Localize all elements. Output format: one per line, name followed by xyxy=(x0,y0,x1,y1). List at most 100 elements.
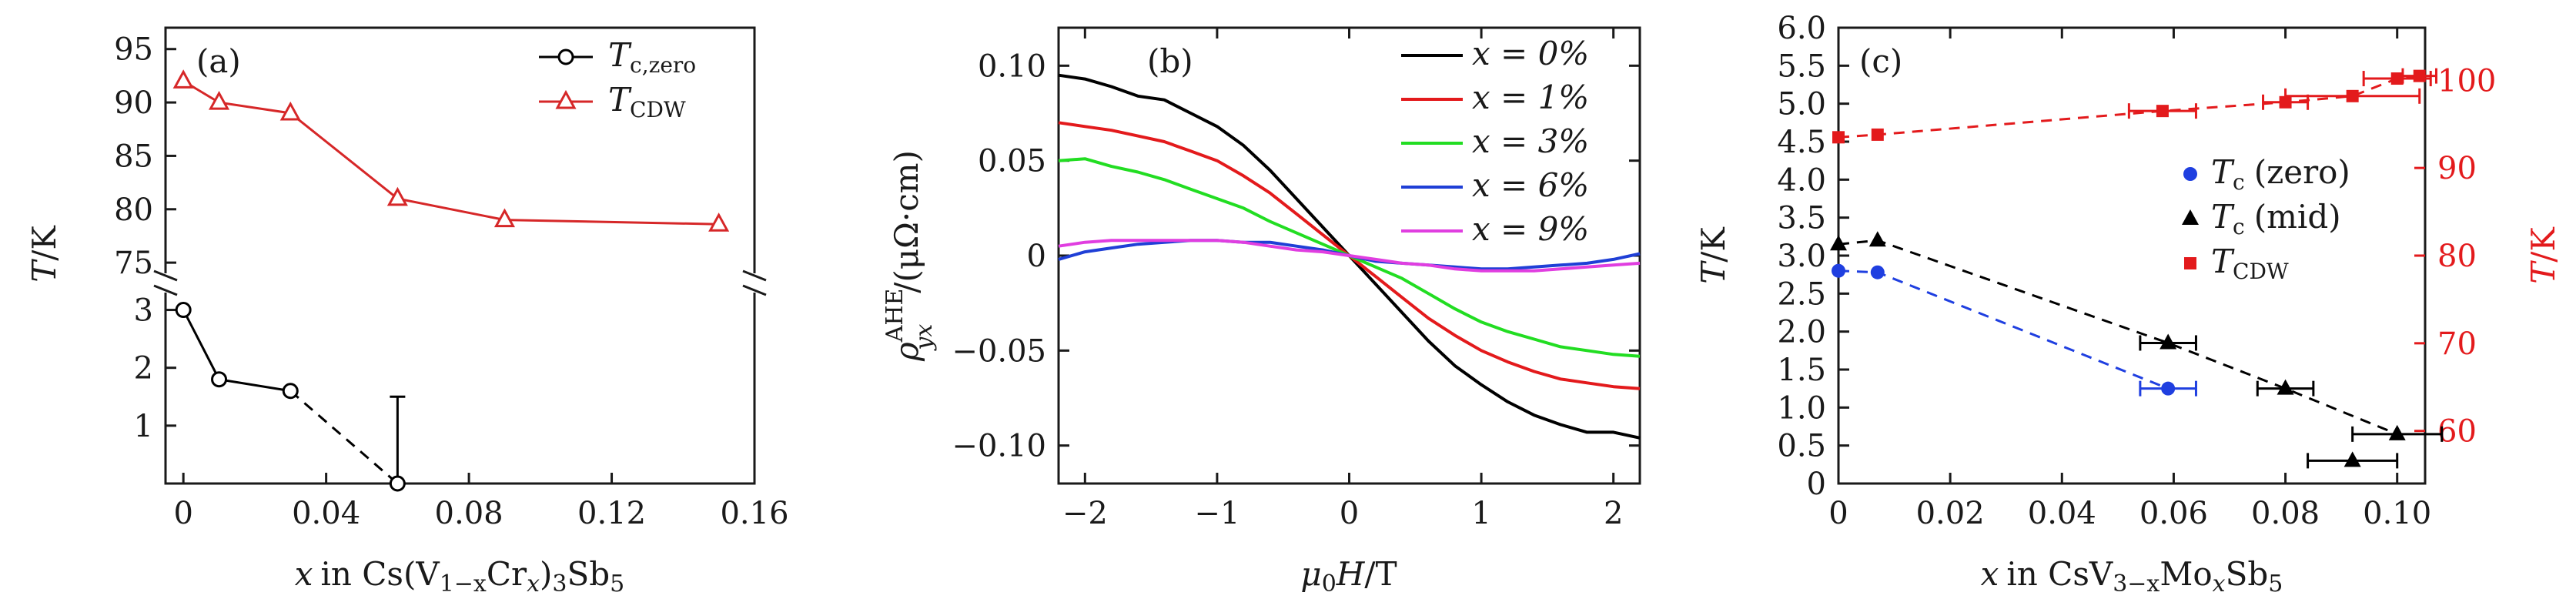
panel-a-point xyxy=(282,383,299,400)
panel-c-ytick-left-label: 3.0 xyxy=(1777,239,1826,274)
panel-a-ticks: 0 0.04 0.08 0.12 0.16 75 80 85 90 95 1 2 3 xyxy=(114,32,788,531)
panel-c-point xyxy=(2279,95,2292,109)
panel-a-legend-marker xyxy=(555,89,577,109)
panel-b-ytick-label: 0 xyxy=(1027,239,1046,274)
panel-a-point xyxy=(389,475,406,492)
panel-c-xtick-label: 0.10 xyxy=(2363,496,2431,531)
panel-b-xtick-label: 1 xyxy=(1471,496,1490,531)
panel-a-label: (a) xyxy=(196,42,241,80)
panel-c-xtick-label: 0.06 xyxy=(2139,496,2208,531)
panel-c-point xyxy=(1832,263,1845,278)
panel-c-xtick-label: 0.04 xyxy=(2028,496,2096,531)
panel-b-ticks: −2 −1 0 1 2 −0.10 −0.05 0 0.05 0.10 xyxy=(952,28,1640,531)
panel-c-ytick-left-label: 6.0 xyxy=(1777,11,1826,46)
panel-c-legend-marker xyxy=(2183,167,2197,181)
panel-a-frame-upper xyxy=(164,26,756,273)
panel-b-legend-label: x = 9% xyxy=(1472,210,1589,248)
panel-c-ytick-left-label: 5.5 xyxy=(1777,49,1826,84)
panel-c-label: (c) xyxy=(1859,42,1902,80)
panel-a-xlabel: x in Cs(V1−xCrx)3Sb5 xyxy=(295,555,624,597)
panel-a-axis-break xyxy=(153,269,767,296)
panel-c-point xyxy=(2346,89,2359,102)
panel-a-xtick-label: 0.16 xyxy=(720,496,788,531)
panel-a: 0 0.04 0.08 0.12 0.16 75 80 85 90 95 1 2 3 (a) Tc,ze… xyxy=(25,26,789,597)
panel-c-ytick-left-label: 2.5 xyxy=(1777,276,1826,312)
panel-c-point xyxy=(2159,333,2177,350)
panel-b-legend-label: x = 6% xyxy=(1472,166,1589,204)
panel-c-ylabel-left: T/K xyxy=(1694,226,1732,284)
panel-a-xtick-label: 0.08 xyxy=(435,496,503,531)
panel-c-ytick-left-label: 0.5 xyxy=(1777,429,1826,464)
panel-c-point xyxy=(2390,72,2404,85)
panel-a-legend-label: TCDW xyxy=(608,81,686,122)
panel-a-point xyxy=(279,101,301,121)
panel-c-series xyxy=(1830,68,2444,469)
panel-a-series xyxy=(172,69,730,492)
panel-a-line-dashed xyxy=(289,390,399,485)
panel-a-ytick-label: 2 xyxy=(134,351,153,387)
panel-a-ytick-label: 75 xyxy=(114,246,153,281)
panel-c-xtick-label: 0.02 xyxy=(1916,496,1985,531)
panel-b-xtick-label: −2 xyxy=(1062,496,1108,531)
panel-b-label: (b) xyxy=(1147,42,1193,80)
panel-a-frame-lower xyxy=(164,293,756,485)
panel-c-legend-label: Tc (zero) xyxy=(2211,153,2350,195)
panel-c-ytick-left-label: 5.0 xyxy=(1777,87,1826,122)
panel-a-point xyxy=(211,371,228,388)
panel-c-ytick-right-label: 80 xyxy=(2437,239,2477,274)
panel-a-xtick-label: 0.04 xyxy=(292,496,360,531)
panel-b-legend-label: x = 3% xyxy=(1472,122,1589,160)
panel-c-ylabel-right: T/K xyxy=(2524,226,2562,284)
panel-c-ytick-right-label: 90 xyxy=(2437,151,2477,186)
panel-c-point xyxy=(2156,105,2169,118)
panel-c: 0 0.02 0.04 0.06 0.08 0.10 00.51.01.52.02.53.0… xyxy=(1694,11,2562,597)
panel-a-line xyxy=(182,80,719,226)
panel-c-point xyxy=(2277,379,2294,395)
panel-b-legend-label: x = 1% xyxy=(1472,79,1589,116)
panel-c-point xyxy=(1871,128,1884,141)
panel-c-point xyxy=(2343,451,2361,467)
panel-c-ytick-left-label: 3.5 xyxy=(1777,201,1826,236)
panel-a-legend-marker xyxy=(557,49,574,65)
panel-b-xtick-label: 0 xyxy=(1340,496,1359,531)
panel-c-trend xyxy=(1838,269,2169,390)
panel-c-point xyxy=(2413,69,2426,82)
panel-a-ylabel: T/K xyxy=(25,225,63,283)
panel-a-xtick-label: 0.12 xyxy=(577,496,646,531)
panel-a-xtick-label: 0 xyxy=(173,496,192,531)
panel-c-point xyxy=(1830,235,1847,251)
panel-c-ytick-left-label: 0 xyxy=(1807,467,1826,502)
panel-c-legend-marker xyxy=(2182,209,2199,225)
panel-b-legend: x = 0% x = 1% x = 3% x = 6% x = 9% xyxy=(1401,35,1589,248)
panel-b-ytick-label: 0.10 xyxy=(978,49,1046,84)
panel-b-series-line xyxy=(1058,239,1641,273)
panel-a-ytick-label: 3 xyxy=(134,293,153,329)
panel-a-point xyxy=(493,208,515,228)
panel-a-legend-label: Tc,zero xyxy=(608,36,696,78)
panel-b-ylabel: ρAHE yx/(μΩ·cm) xyxy=(882,150,938,362)
panel-b-xtick-label: 2 xyxy=(1604,496,1623,531)
panel-a-ytick-label: 90 xyxy=(114,85,153,121)
panel-c-ytick-left-label: 1.0 xyxy=(1777,390,1826,426)
panel-a-line xyxy=(182,309,291,393)
panel-a-ytick-label: 1 xyxy=(134,409,153,444)
panel-a-ytick-label: 95 xyxy=(114,32,153,68)
panel-b-ytick-label: 0.05 xyxy=(978,144,1046,179)
panel-b-series xyxy=(1058,73,1641,440)
panel-c-xtick-label: 0.08 xyxy=(2251,496,2320,531)
panel-a-point xyxy=(209,90,230,110)
panel-a-point xyxy=(386,186,408,206)
panel-c-legend-label: Tc (mid) xyxy=(2211,198,2341,239)
panel-c-legend-marker xyxy=(2184,257,2196,269)
panel-c-ytick-left-label: 2.0 xyxy=(1777,315,1826,350)
panel-c-point xyxy=(1868,231,1886,247)
panel-c-ytick-right-label: 70 xyxy=(2437,326,2477,362)
panel-c-ytick-right-label: 60 xyxy=(2437,414,2477,450)
panel-c-point xyxy=(1870,265,1885,279)
panel-a-ytick-label: 85 xyxy=(114,139,153,174)
panel-a-ytick-label: 80 xyxy=(114,192,153,228)
panel-a-point xyxy=(708,212,730,232)
